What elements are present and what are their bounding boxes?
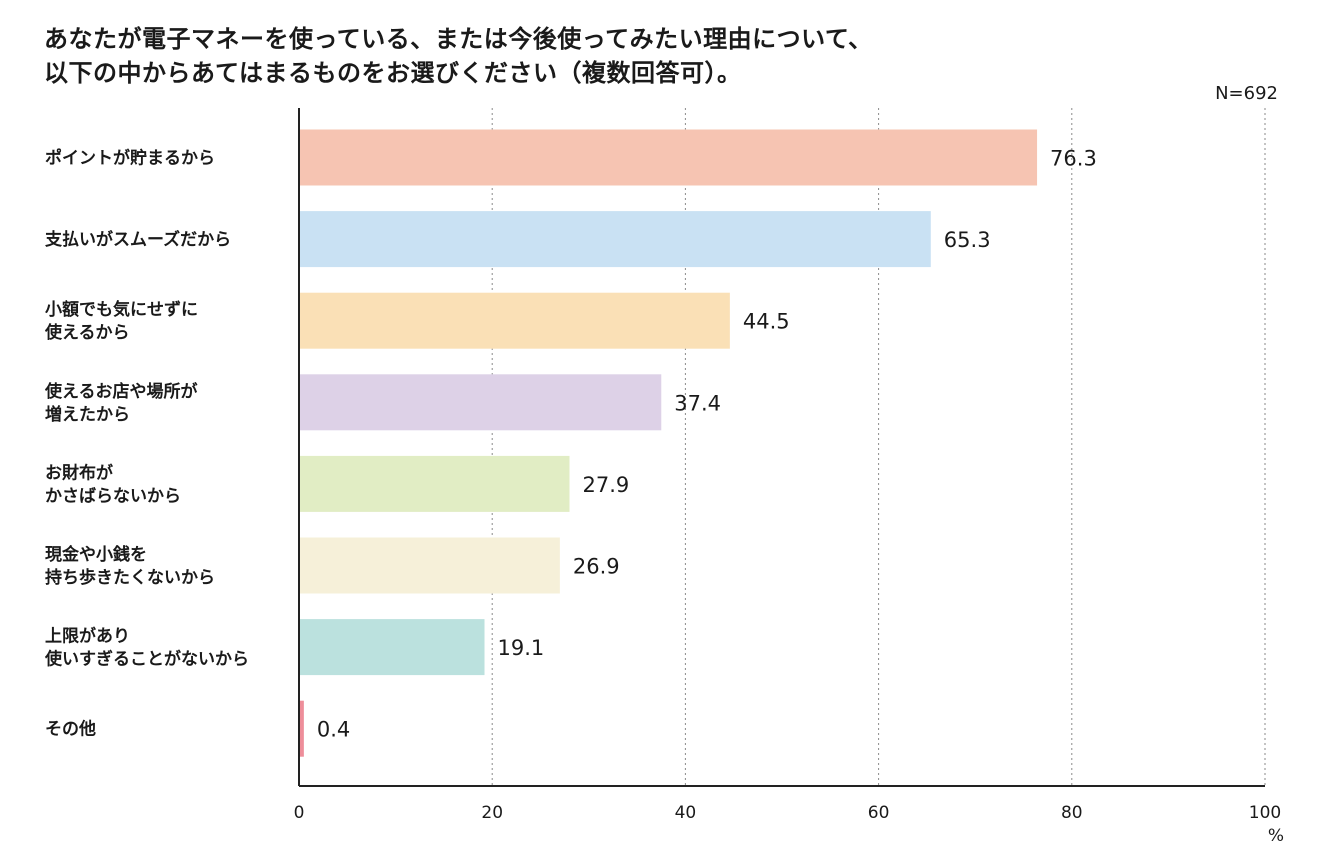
x-tick-label: 100 (1249, 803, 1281, 823)
category-label: 支払いがスムーズだから (45, 229, 231, 250)
category-label: 使いすぎることがないから (44, 649, 249, 670)
gridlines (491, 108, 1266, 786)
x-tick-label: 80 (1061, 803, 1083, 823)
value-label: 37.4 (674, 391, 721, 415)
axes: 0 20 40 60 80 100% N=692 (294, 83, 1284, 846)
value-label: 26.9 (573, 555, 620, 579)
x-axis-unit: % (1268, 826, 1284, 846)
category-label: 上限があり (45, 626, 130, 647)
value-label: 27.9 (583, 473, 630, 497)
chart-title: あなたが電子マネーを使っている、または今後使ってみたい理由について、 以下の中か… (44, 22, 1244, 90)
bar (300, 537, 560, 594)
bar (300, 211, 931, 268)
category-label: ポイントが貯まるから (45, 148, 215, 169)
x-tick-label: 40 (675, 803, 697, 823)
category-labels: 76.3 ポイントが貯まるから 65.3 支払いがスムーズだから 44.5 小額でも気にせ… (44, 147, 1097, 742)
category-label: 増えたから (45, 404, 130, 425)
chart-title-line-1: あなたが電子マネーを使っている、または今後使ってみたい理由について、 (44, 25, 873, 53)
bar (300, 455, 570, 512)
value-label: 76.3 (1050, 147, 1097, 171)
category-label: 使えるから (44, 322, 130, 343)
bar (300, 374, 662, 431)
category-label: 使えるお店や場所が (44, 381, 198, 402)
chart-title-line-2: 以下の中からあてはまるものをお選びください（複数回答可）。 (44, 59, 742, 87)
category-label: かさばらないから (45, 486, 181, 506)
category-label: 持ち歩きたくないから (45, 567, 215, 588)
value-label: 44.5 (743, 310, 790, 334)
bar (300, 700, 304, 757)
bar (300, 292, 730, 349)
value-label: 65.3 (944, 228, 991, 252)
bar (300, 619, 485, 676)
category-label: 現金や小銭を (45, 544, 147, 565)
category-label: お財布が (45, 462, 113, 483)
bar (300, 129, 1038, 186)
sample-size-note: N=692 (1215, 83, 1278, 104)
category-label: 小額でも気にせずに (45, 299, 198, 320)
x-tick-label: 20 (481, 803, 503, 823)
category-label: その他 (45, 719, 96, 740)
value-label: 19.1 (498, 636, 545, 660)
bars (300, 129, 1038, 757)
x-tick-label: 60 (868, 803, 890, 823)
x-tick-label: 0 (294, 803, 305, 823)
value-label: 0.4 (317, 718, 350, 742)
